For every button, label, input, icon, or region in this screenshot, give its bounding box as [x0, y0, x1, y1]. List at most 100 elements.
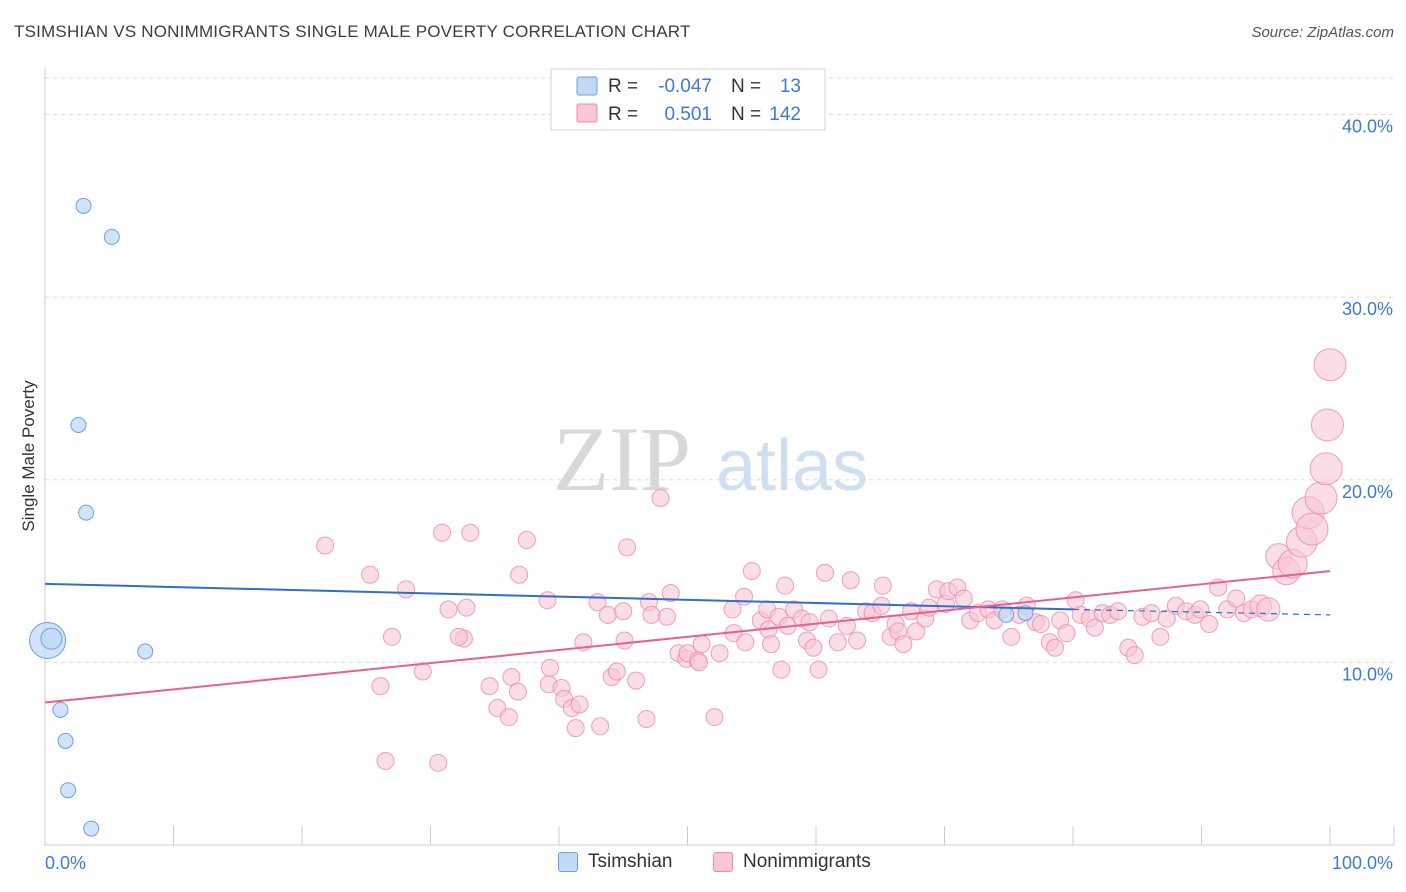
- tsimshian-point: [998, 606, 1015, 623]
- y-tick-label: 40.0%: [1342, 117, 1393, 137]
- legend-item-tsimshian[interactable]: Tsimshian: [558, 851, 672, 873]
- legend-r-value: 0.501: [664, 104, 712, 125]
- nonimmigrants-point: [907, 622, 926, 641]
- legend-n-label: N =: [731, 76, 761, 97]
- nonimmigrants-point: [397, 580, 416, 599]
- legend-item-nonimmigrants[interactable]: Nonimmigrants: [713, 851, 871, 873]
- nonimmigrants-point: [848, 631, 867, 650]
- legend-swatch-tsimshian: [576, 76, 598, 96]
- y-tick-labels: 10.0% 20.0% 30.0% 40.0%: [1342, 117, 1393, 685]
- nonimmigrants-point: [1151, 627, 1170, 646]
- nonimmigrants-point: [692, 635, 711, 654]
- legend-r-label: R =: [608, 104, 638, 125]
- tsimshian-point: [78, 504, 95, 521]
- nonimmigrants-point: [510, 565, 529, 584]
- nonimmigrants-point: [1200, 615, 1219, 634]
- nonimmigrants-point: [618, 538, 637, 557]
- nonimmigrants-point: [690, 653, 709, 672]
- correlation-legend: R = -0.047 N = 13 R = 0.501 N = 142: [550, 68, 826, 131]
- nonimmigrants-point: [815, 563, 834, 582]
- legend-swatch-nonimmigrants: [576, 103, 598, 123]
- nonimmigrants-points: [316, 348, 1347, 772]
- nonimmigrants-point: [570, 695, 589, 714]
- nonimmigrants-point: [1002, 627, 1021, 646]
- x-tick-labels: 0.0% 100.0%: [45, 853, 1393, 873]
- nonimmigrants-point: [433, 523, 452, 542]
- tsimshian-point: [75, 197, 92, 214]
- nonimmigrants-trend-line: [44, 570, 1331, 704]
- watermark-zip: ZIP: [553, 408, 691, 510]
- tsimshian-point: [57, 732, 74, 749]
- x-tick-label: 0.0%: [45, 853, 86, 873]
- nonimmigrants-point: [1157, 609, 1176, 628]
- nonimmigrants-point: [376, 751, 395, 770]
- nonimmigrants-point: [615, 631, 634, 650]
- nonimmigrants-point: [804, 638, 823, 657]
- axes: [44, 68, 1395, 846]
- nonimmigrants-point: [517, 531, 536, 550]
- nonimmigrants-point: [1309, 452, 1343, 486]
- nonimmigrants-point: [894, 635, 913, 654]
- y-tick-label: 30.0%: [1342, 299, 1393, 319]
- nonimmigrants-point: [841, 571, 860, 590]
- nonimmigrants-point: [371, 677, 390, 696]
- nonimmigrants-point: [461, 523, 480, 542]
- nonimmigrants-point: [413, 662, 432, 681]
- nonimmigrants-point: [954, 589, 973, 608]
- nonimmigrants-point: [614, 602, 633, 621]
- tsimshian-point: [60, 782, 77, 799]
- legend-swatch-tsimshian: [558, 852, 578, 872]
- watermark: ZIP atlas: [553, 408, 868, 510]
- nonimmigrants-point: [661, 583, 680, 602]
- nonimmigrants-point: [776, 576, 795, 595]
- nonimmigrants-point: [809, 660, 828, 679]
- x-tick-label: 100.0%: [1332, 853, 1393, 873]
- y-axis-label: Single Male Poverty: [19, 380, 38, 532]
- nonimmigrants-point: [361, 565, 380, 584]
- nonimmigrants-point: [735, 587, 754, 606]
- legend-r-value: -0.047: [658, 76, 712, 97]
- nonimmigrants-point: [762, 635, 781, 654]
- nonimmigrants-point: [480, 677, 499, 696]
- nonimmigrants-point: [1142, 604, 1161, 623]
- y-tick-label: 10.0%: [1342, 664, 1393, 684]
- nonimmigrants-point: [1295, 512, 1329, 546]
- tsimshian-point: [70, 416, 87, 433]
- nonimmigrants-point: [1031, 615, 1050, 634]
- legend-n-value: 142: [769, 104, 801, 125]
- tsimshian-point: [137, 643, 154, 660]
- nonimmigrants-point: [1057, 624, 1076, 643]
- watermark-atlas: atlas: [716, 426, 868, 506]
- tsimshian-point: [83, 820, 100, 837]
- nonimmigrants-point: [607, 662, 626, 681]
- nonimmigrants-point: [598, 605, 617, 624]
- nonimmigrants-point: [637, 709, 656, 728]
- nonimmigrants-point: [710, 644, 729, 663]
- nonimmigrants-point: [439, 600, 458, 619]
- nonimmigrants-point: [449, 627, 468, 646]
- nonimmigrants-point: [1227, 589, 1246, 608]
- tsimshian-points: [29, 197, 1034, 837]
- nonimmigrants-point: [591, 717, 610, 736]
- tsimshian-point: [40, 627, 63, 650]
- legend-label-tsimshian: Tsimshian: [588, 851, 673, 872]
- nonimmigrants-point: [541, 658, 560, 677]
- nonimmigrants-point: [1313, 348, 1347, 382]
- nonimmigrants-point: [873, 576, 892, 595]
- nonimmigrants-point: [902, 602, 921, 621]
- nonimmigrants-point: [1046, 638, 1065, 657]
- nonimmigrants-point: [429, 753, 448, 772]
- nonimmigrants-point: [1310, 408, 1344, 442]
- chart-title: TSIMSHIAN VS NONIMMIGRANTS SINGLE MALE P…: [14, 22, 691, 41]
- legend-r-label: R =: [608, 76, 638, 97]
- nonimmigrants-point: [1256, 597, 1281, 622]
- nonimmigrants-point: [742, 562, 761, 581]
- tsimshian-point: [52, 701, 69, 718]
- nonimmigrants-point: [828, 633, 847, 652]
- trend-lines: [44, 570, 1331, 704]
- legend-n-label: N =: [731, 104, 761, 125]
- tsimshian-trend-extension: [1072, 608, 1331, 616]
- nonimmigrants-point: [819, 609, 838, 628]
- source-label: Source: ZipAtlas.com: [1251, 24, 1394, 41]
